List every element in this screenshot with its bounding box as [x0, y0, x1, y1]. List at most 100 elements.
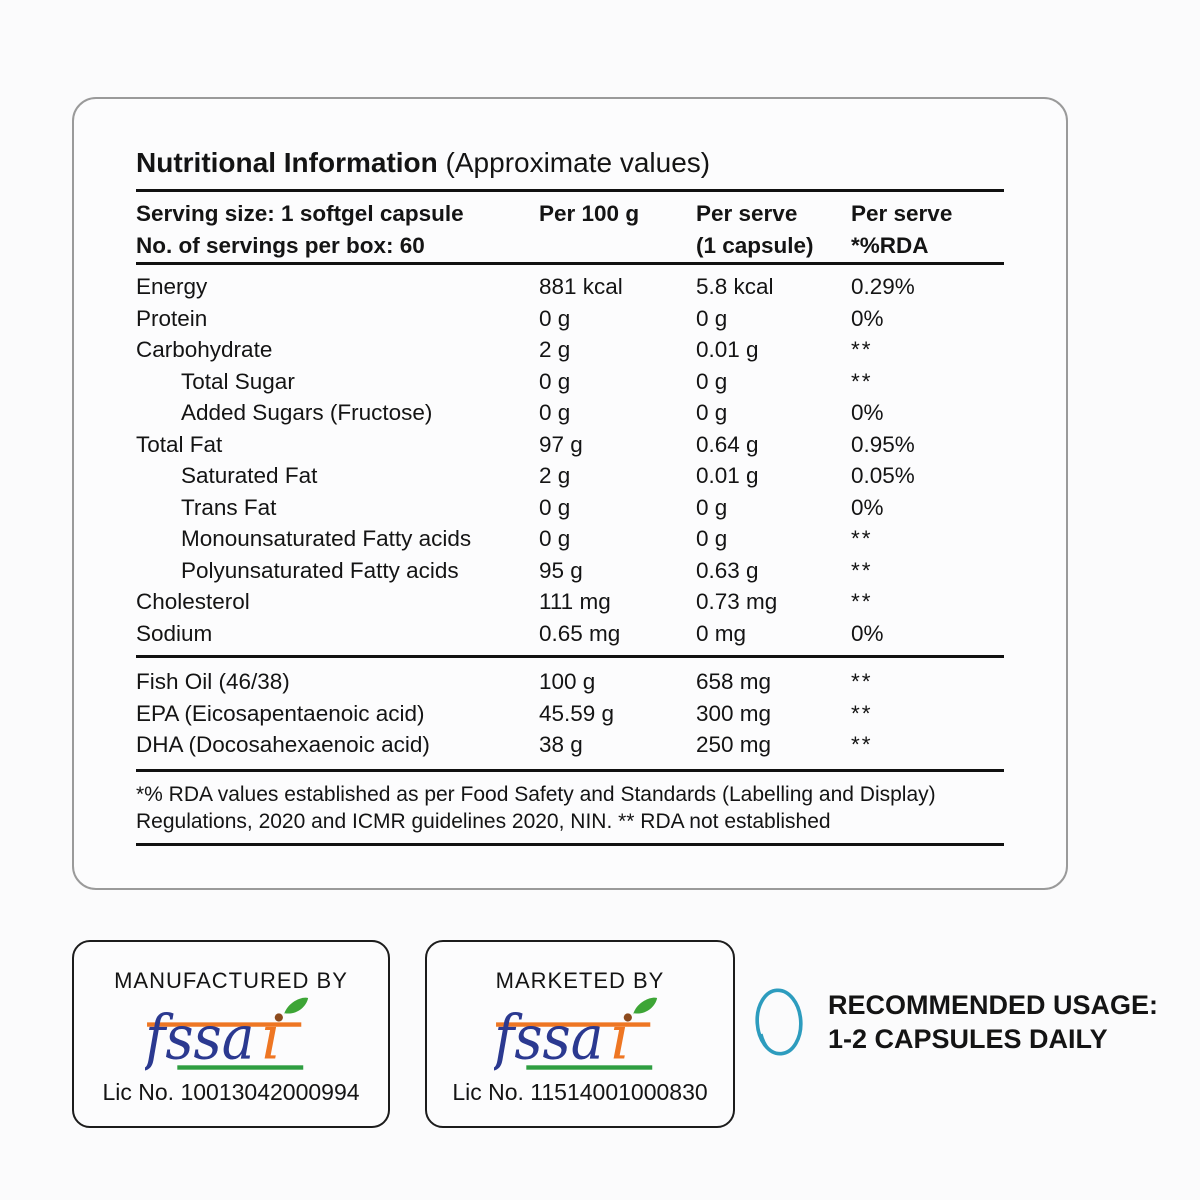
value-per-100g: 0 g — [539, 400, 571, 425]
value-per-serve: 5.8 kcal — [696, 274, 774, 299]
row-label: Cholesterol — [136, 589, 250, 614]
table-row: Sodium 0.65 mg 0 mg 0% — [136, 618, 1004, 650]
nutrition-rows: Energy 881 kcal 5.8 kcal 0.29% Protein 0 g 0 g… — [136, 271, 1004, 649]
header-per-serve: Per serve (1 capsule) — [696, 201, 814, 258]
value-per-serve: 0 g — [696, 305, 728, 331]
fssai-topbar — [496, 1021, 651, 1027]
value-rda: ** — [851, 732, 873, 757]
table-row: EPA (Eicosapentaenoic acid) 45.59 g 300 mg… — [136, 698, 1004, 730]
table-row: Energy 881 kcal 5.8 kcal 0.29% — [136, 271, 1004, 303]
value-rda: ** — [851, 557, 873, 583]
value-rda: 0% — [851, 400, 884, 425]
recommended-usage: RECOMMENDED USAGE: 1-2 CAPSULES DAILY — [750, 982, 1158, 1062]
value-per-serve: 0 g — [696, 400, 728, 425]
value-rda: ** — [851, 368, 873, 394]
panel-title: Nutritional Information (Approximate val… — [136, 145, 1004, 181]
table-row: Polyunsaturated Fatty acids 95 g 0.63 g ** — [136, 555, 1004, 587]
table-row: Carbohydrate 2 g 0.01 g ** — [136, 334, 1004, 366]
value-per-serve: 0.01 g — [696, 463, 759, 488]
header-rda: Per serve *%RDA — [851, 201, 953, 258]
value-rda: 0% — [851, 494, 884, 520]
usage-text: RECOMMENDED USAGE: 1-2 CAPSULES DAILY — [828, 988, 1158, 1056]
value-rda: ** — [851, 700, 873, 726]
value-per-100g: 111 mg — [539, 589, 611, 614]
value-per-100g: 100 g — [539, 669, 596, 694]
value-per-100g: 0 g — [539, 526, 571, 551]
row-label: Fish Oil (46/38) — [136, 669, 290, 694]
row-label: Trans Fat — [181, 494, 277, 520]
divider — [136, 842, 1004, 846]
value-rda: 0% — [851, 620, 884, 646]
row-label: Total Fat — [136, 431, 223, 457]
row-label: Polyunsaturated Fatty acids — [181, 557, 459, 583]
row-label: Energy — [136, 274, 208, 299]
header-serving: Serving size: 1 softgel capsule No. of s… — [136, 198, 539, 261]
rda-footnote-line2: Regulations, 2020 and ICMR guidelines 20… — [136, 809, 831, 833]
row-label: Sodium — [136, 620, 213, 646]
row-label: DHA (Docosahexaenoic acid) — [136, 732, 430, 757]
value-per-100g: 38 g — [539, 732, 583, 757]
value-per-100g: 0 g — [539, 368, 571, 394]
table-row: Protein 0 g 0 g 0% — [136, 303, 1004, 335]
fssai-leaf-icon — [632, 997, 658, 1016]
table-header: Serving size: 1 softgel capsule No. of s… — [136, 198, 1004, 261]
value-per-100g: 0 g — [539, 305, 571, 331]
value-per-100g: 0 g — [539, 494, 571, 520]
fssai-topbar — [147, 1021, 302, 1027]
value-rda: 0.95% — [851, 431, 915, 457]
value-rda: 0.29% — [851, 274, 915, 299]
fssai-logo: fssa ı — [494, 997, 658, 1073]
manufactured-by-heading: MANUFACTURED BY — [114, 968, 348, 993]
composition-rows: Fish Oil (46/38) 100 g 658 mg ** EPA (Eicosa… — [136, 666, 1004, 761]
value-per-100g: 95 g — [539, 557, 583, 583]
capsule-icon — [755, 988, 803, 1056]
row-label: Added Sugars (Fructose) — [181, 400, 433, 425]
manufactured-by-box: MANUFACTURED BY fssa ı Lic No. 100130420… — [72, 940, 390, 1128]
row-label: Protein — [136, 305, 208, 331]
value-per-serve: 0.73 mg — [696, 589, 778, 614]
table-row: Trans Fat 0 g 0 g 0% — [136, 492, 1004, 524]
fssai-text-main: fssa — [494, 1003, 603, 1073]
panel-title-main: Nutritional Information — [136, 147, 438, 178]
value-per-serve: 0.63 g — [696, 557, 759, 583]
value-per-serve: 0 g — [696, 526, 728, 551]
table-row: Fish Oil (46/38) 100 g 658 mg ** — [136, 666, 1004, 698]
header-serving-line2: No. of servings per box: 60 — [136, 232, 425, 258]
nutrition-panel: Nutritional Information (Approximate val… — [72, 97, 1068, 890]
fssai-i-dot — [623, 1012, 632, 1022]
row-label: Saturated Fat — [181, 463, 318, 488]
value-rda: 0% — [851, 305, 884, 331]
value-per-100g: 97 g — [539, 431, 583, 457]
value-per-serve: 300 mg — [696, 700, 772, 726]
marketed-by-heading: MARKETED BY — [495, 968, 665, 993]
value-per-serve: 0 mg — [696, 620, 747, 646]
value-rda: ** — [851, 589, 873, 614]
value-rda: ** — [851, 526, 873, 551]
fssai-logo: fssa ı — [145, 997, 309, 1073]
fssai-text-i: ı — [260, 1003, 279, 1073]
row-label: EPA (Eicosapentaenoic acid) — [136, 700, 425, 726]
marketed-by-license: Lic No. 11514001000830 — [452, 1079, 708, 1105]
value-per-serve: 250 mg — [696, 732, 772, 757]
value-per-100g: 45.59 g — [539, 700, 615, 726]
header-serving-line1: Serving size: 1 softgel capsule — [136, 201, 464, 226]
value-per-serve: 0 g — [696, 494, 728, 520]
marketed-by-box: MARKETED BY fssa ı Lic No. 1151400100083… — [425, 940, 735, 1128]
fssai-underline — [526, 1064, 653, 1070]
divider — [136, 189, 1004, 192]
value-rda: ** — [851, 669, 873, 694]
table-row: Saturated Fat 2 g 0.01 g 0.05% — [136, 460, 1004, 492]
table-row: Cholesterol 111 mg 0.73 mg ** — [136, 586, 1004, 618]
value-per-serve: 658 mg — [696, 669, 772, 694]
table-row: Total Fat 97 g 0.64 g 0.95% — [136, 429, 1004, 461]
value-per-serve: 0 g — [696, 368, 728, 394]
table-row: Added Sugars (Fructose) 0 g 0 g 0% — [136, 397, 1004, 429]
divider — [136, 768, 1004, 772]
value-per-100g: 0.65 mg — [539, 620, 621, 646]
fssai-underline — [177, 1064, 304, 1070]
divider — [136, 262, 1004, 265]
row-label: Total Sugar — [181, 368, 295, 394]
value-rda: 0.05% — [851, 463, 915, 488]
row-label: Monounsaturated Fatty acids — [181, 526, 472, 551]
